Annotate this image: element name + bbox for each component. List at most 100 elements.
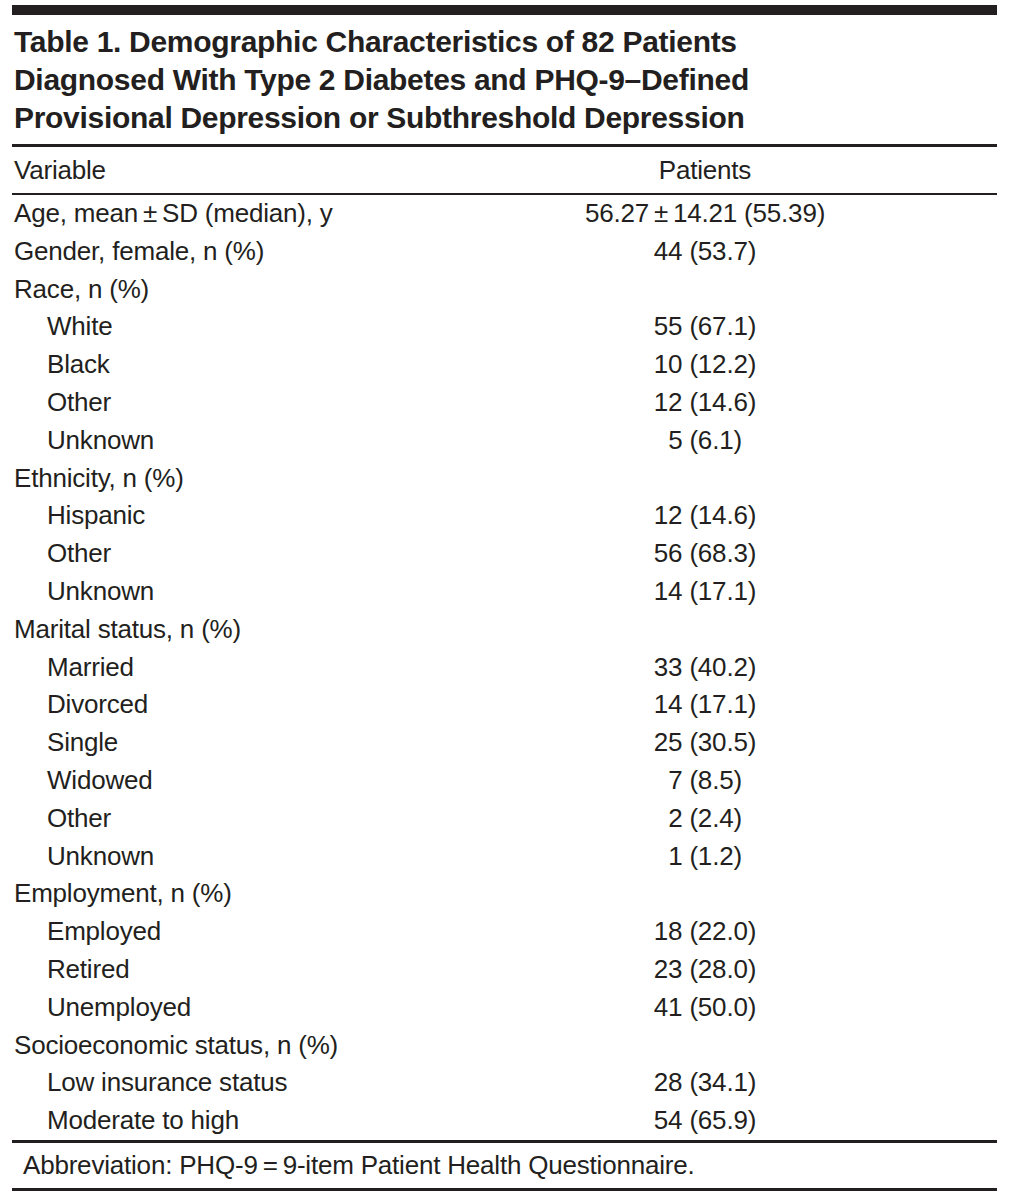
row-label: Age, mean ± SD (median), y <box>12 195 520 233</box>
table-row: Moderate to high 54 (65.9) <box>12 1102 997 1140</box>
row-label: Race, n (%) <box>12 271 520 309</box>
row-value: 33 (40.2) <box>520 649 890 687</box>
table-row: White 55 (67.1) <box>12 308 997 346</box>
table-row: Marital status, n (%) <box>12 611 997 649</box>
table-row: Other 56 (68.3) <box>12 535 997 573</box>
row-value: 28 (34.1) <box>520 1064 890 1102</box>
table-row: Unknown 1 (1.2) <box>12 838 997 876</box>
row-spacer <box>890 838 997 876</box>
row-spacer <box>890 497 997 535</box>
row-label: Unknown <box>12 573 520 611</box>
row-spacer <box>890 611 997 649</box>
row-value: 56 (68.3) <box>520 535 890 573</box>
row-value <box>520 1027 890 1065</box>
table-title-line: Provisional Depression or Subthreshold D… <box>14 99 997 137</box>
row-value: 25 (30.5) <box>520 724 890 762</box>
table-row: Low insurance status 28 (34.1) <box>12 1064 997 1102</box>
row-label: Unemployed <box>12 989 520 1027</box>
table-row: Married 33 (40.2) <box>12 649 997 687</box>
row-label: Widowed <box>12 762 520 800</box>
row-label: Gender, female, n (%) <box>12 233 520 271</box>
row-value: 55 (67.1) <box>520 308 890 346</box>
row-spacer <box>890 649 997 687</box>
table-row: Age, mean ± SD (median), y 56.27 ± 14.21… <box>12 195 997 233</box>
row-value: 23 (28.0) <box>520 951 890 989</box>
table-title-line: Table 1. Demographic Characteristics of … <box>14 23 997 61</box>
table-row: Other 2 (2.4) <box>12 800 997 838</box>
table-header-row: Variable Patients <box>12 147 997 193</box>
row-label: Other <box>12 384 520 422</box>
table-row: Retired 23 (28.0) <box>12 951 997 989</box>
row-value: 12 (14.6) <box>520 384 890 422</box>
row-label: Hispanic <box>12 497 520 535</box>
row-value: 44 (53.7) <box>520 233 890 271</box>
table-row: Unknown 14 (17.1) <box>12 573 997 611</box>
row-spacer <box>890 195 997 233</box>
row-label: Socioeconomic status, n (%) <box>12 1027 520 1065</box>
row-spacer <box>890 686 997 724</box>
row-value: 18 (22.0) <box>520 913 890 951</box>
table-top-rule <box>12 5 997 15</box>
row-label: Employment, n (%) <box>12 875 520 913</box>
row-label: Married <box>12 649 520 687</box>
row-label: Unknown <box>12 838 520 876</box>
row-spacer <box>890 271 997 309</box>
row-spacer <box>890 460 997 498</box>
row-value <box>520 271 890 309</box>
row-label: Low insurance status <box>12 1064 520 1102</box>
row-spacer <box>890 724 997 762</box>
row-label: Divorced <box>12 686 520 724</box>
row-spacer <box>890 573 997 611</box>
row-spacer <box>890 1102 997 1140</box>
row-value: 12 (14.6) <box>520 497 890 535</box>
table-row: Gender, female, n (%) 44 (53.7) <box>12 233 997 271</box>
row-value: 2 (2.4) <box>520 800 890 838</box>
table-row: Widowed 7 (8.5) <box>12 762 997 800</box>
table-row: Black 10 (12.2) <box>12 346 997 384</box>
row-label: Marital status, n (%) <box>12 611 520 649</box>
row-label: Ethnicity, n (%) <box>12 460 520 498</box>
table-row: Employed 18 (22.0) <box>12 913 997 951</box>
table-row: Race, n (%) <box>12 271 997 309</box>
row-spacer <box>890 762 997 800</box>
table-row: Unknown 5 (6.1) <box>12 422 997 460</box>
table-row: Socioeconomic status, n (%) <box>12 1027 997 1065</box>
row-value: 14 (17.1) <box>520 686 890 724</box>
row-label: Retired <box>12 951 520 989</box>
row-value: 56.27 ± 14.21 (55.39) <box>520 195 890 233</box>
row-spacer <box>890 384 997 422</box>
table-row: Divorced 14 (17.1) <box>12 686 997 724</box>
table-row: Unemployed 41 (50.0) <box>12 989 997 1027</box>
row-value: 5 (6.1) <box>520 422 890 460</box>
table-figure: Table 1. Demographic Characteristics of … <box>0 0 1009 1200</box>
row-spacer <box>890 422 997 460</box>
row-spacer <box>890 308 997 346</box>
column-header-variable: Variable <box>12 155 520 186</box>
row-label: White <box>12 308 520 346</box>
row-spacer <box>890 875 997 913</box>
row-spacer <box>890 800 997 838</box>
row-label: Other <box>12 800 520 838</box>
row-label: Single <box>12 724 520 762</box>
table-title-line: Diagnosed With Type 2 Diabetes and PHQ-9… <box>14 61 997 99</box>
row-value: 7 (8.5) <box>520 762 890 800</box>
row-value: 1 (1.2) <box>520 838 890 876</box>
column-header-patients: Patients <box>520 155 890 186</box>
row-spacer <box>890 951 997 989</box>
table-row: Other 12 (14.6) <box>12 384 997 422</box>
row-label: Other <box>12 535 520 573</box>
row-spacer <box>890 233 997 271</box>
row-value: 10 (12.2) <box>520 346 890 384</box>
row-spacer <box>890 346 997 384</box>
table-row: Single 25 (30.5) <box>12 724 997 762</box>
row-spacer <box>890 1064 997 1102</box>
row-label: Moderate to high <box>12 1102 520 1140</box>
row-value <box>520 611 890 649</box>
row-value <box>520 875 890 913</box>
table-row: Hispanic 12 (14.6) <box>12 497 997 535</box>
row-spacer <box>890 913 997 951</box>
table-footnote: Abbreviation: PHQ-9 = 9-item Patient Hea… <box>12 1143 997 1188</box>
table-title: Table 1. Demographic Characteristics of … <box>12 15 997 137</box>
row-spacer <box>890 1027 997 1065</box>
table-bottom-rule <box>12 1188 997 1191</box>
